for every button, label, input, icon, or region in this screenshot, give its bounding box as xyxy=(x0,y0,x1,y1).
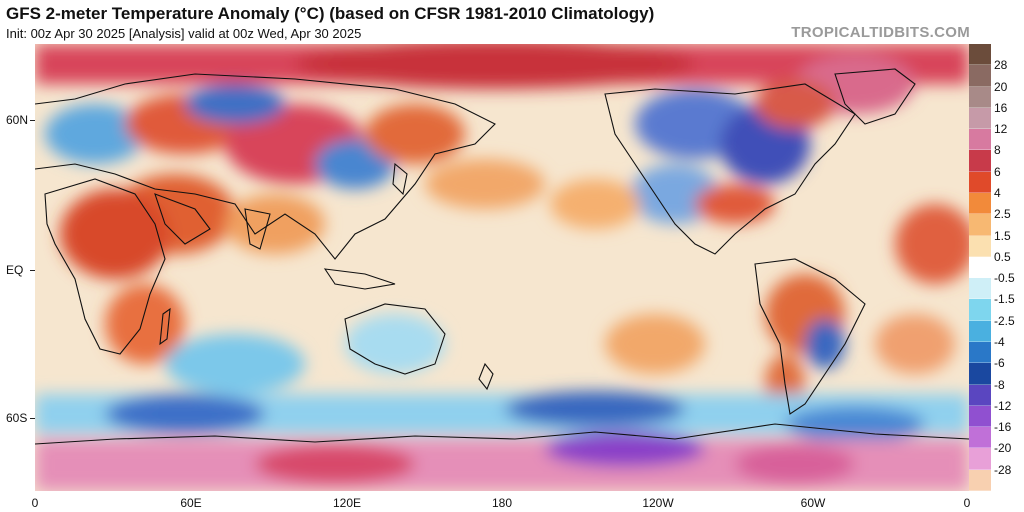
colorbar-swatch xyxy=(969,320,991,342)
x-tick-120w: 120W xyxy=(642,496,674,510)
colorbar-swatch xyxy=(969,65,991,87)
colorbar-label: -2.5 xyxy=(994,313,1015,328)
colorbar-swatch xyxy=(969,256,991,279)
colorbar-label: 0.5 xyxy=(994,249,1011,264)
colorbar-swatch xyxy=(969,129,991,151)
colorbar-swatch xyxy=(969,86,991,108)
colorbar-swatch xyxy=(969,278,991,300)
colorbar-label: 1.5 xyxy=(994,228,1011,243)
colorbar-label: -8 xyxy=(994,377,1005,392)
colorbar-label: 2.5 xyxy=(994,207,1011,222)
y-tickmark xyxy=(30,120,35,121)
colorbar-swatch xyxy=(969,299,991,321)
x-tick-0-right: 0 xyxy=(963,496,971,510)
colorbar-swatch xyxy=(969,363,991,385)
colorbar-label: -12 xyxy=(994,398,1012,413)
colorbar-swatch xyxy=(969,405,991,428)
x-tick-0: 0 xyxy=(31,496,39,510)
map-graphic xyxy=(35,44,969,491)
y-tickmark xyxy=(30,418,35,419)
colorbar-swatch xyxy=(969,44,991,66)
y-tickmark xyxy=(30,270,35,271)
chart-subtitle: Init: 00z Apr 30 2025 [Analysis] valid a… xyxy=(6,26,362,41)
colorbar-label: 20 xyxy=(994,79,1008,94)
x-tick-60e: 60E xyxy=(180,496,202,510)
colorbar-label: -16 xyxy=(994,420,1012,435)
colorbar-label: 8 xyxy=(994,143,1001,158)
x-tick-120e: 120E xyxy=(332,496,362,510)
colorbar-label: 6 xyxy=(994,164,1001,179)
colorbar-swatch xyxy=(969,341,991,364)
colorbar-swatch xyxy=(969,107,991,130)
colorbar-swatch xyxy=(969,448,991,470)
chart-title: GFS 2-meter Temperature Anomaly (°C) (ba… xyxy=(6,4,655,23)
colorbar-label: -28 xyxy=(994,462,1012,477)
colorbar-label: -20 xyxy=(994,441,1012,456)
x-tick-180: 180 xyxy=(491,496,513,510)
colorbar-label: -1.5 xyxy=(994,292,1015,307)
colorbar-swatch xyxy=(969,384,991,406)
temperature-anomaly-map xyxy=(35,44,969,491)
colorbar-swatch xyxy=(969,171,991,193)
colorbar-swatch xyxy=(969,427,991,449)
colorbar-label: 4 xyxy=(994,186,1001,200)
colorbar-swatch xyxy=(969,192,991,215)
colorbar xyxy=(969,44,991,491)
coastlines xyxy=(35,68,969,445)
colorbar-label: 28 xyxy=(994,58,1008,73)
colorbar-swatch xyxy=(969,469,991,491)
x-tick-60w: 60W xyxy=(800,496,826,510)
colorbar-label: -4 xyxy=(994,335,1005,349)
y-tick-eq: EQ xyxy=(6,263,24,277)
site-watermark: TROPICALTIDBITS.COM xyxy=(791,24,970,41)
colorbar-label: 16 xyxy=(994,100,1008,115)
y-tick-60s: 60S xyxy=(6,411,28,425)
colorbar-labels: 28 20 16 12 8 6 4 2.5 1.5 0.5 -0.5 -1.5 -2.5 -4 -6 -8 -1… xyxy=(994,44,1024,491)
colorbar-swatch xyxy=(969,214,991,236)
colorbar-label: -6 xyxy=(994,356,1005,371)
y-tick-60n: 60N xyxy=(6,113,29,127)
colorbar-label: -0.5 xyxy=(994,271,1015,286)
colorbar-swatch xyxy=(969,235,991,257)
colorbar-swatch xyxy=(969,150,991,172)
anomaly-field xyxy=(35,44,969,491)
colorbar-label: 12 xyxy=(994,122,1008,137)
